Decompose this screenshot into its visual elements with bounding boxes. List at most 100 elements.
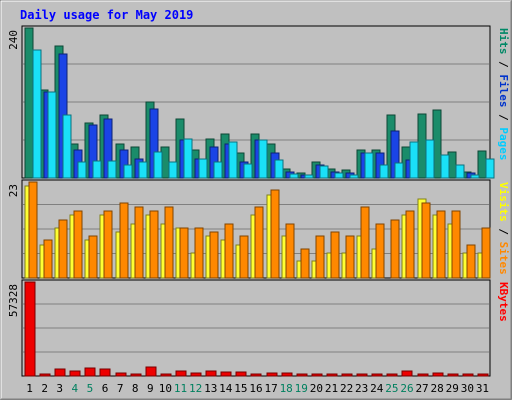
bar-pages-day-20 bbox=[319, 165, 329, 179]
bar-sites-day-11 bbox=[179, 227, 189, 279]
bar-kbytes-day-22 bbox=[341, 373, 353, 377]
bar-kbytes-day-16 bbox=[250, 373, 262, 377]
bar-pages-day-13 bbox=[213, 161, 223, 179]
bar-sites-day-28 bbox=[436, 210, 446, 279]
x-tick-label-day-31: 31 bbox=[476, 382, 489, 395]
bar-hits-day-27 bbox=[417, 113, 427, 179]
bar-sites-day-14 bbox=[224, 223, 234, 279]
legend-panel-2: Visits / Sites bbox=[497, 182, 510, 275]
bar-pages-day-5 bbox=[92, 160, 102, 179]
x-tick-label-day-1: 1 bbox=[26, 382, 33, 395]
bar-kbytes-day-21 bbox=[326, 373, 338, 377]
bar-sites-day-3 bbox=[58, 219, 68, 279]
x-tick-label-day-8: 8 bbox=[132, 382, 139, 395]
bar-pages-day-14 bbox=[228, 141, 238, 179]
panel-1: 240 Hits / Files / Pages bbox=[7, 25, 510, 179]
bar-pages-day-28 bbox=[440, 154, 450, 179]
bar-pages-day-1 bbox=[32, 49, 42, 179]
bar-sites-day-16 bbox=[254, 206, 264, 279]
bar-kbytes-day-30 bbox=[462, 373, 474, 377]
bar-sites-day-24 bbox=[375, 223, 385, 279]
bar-kbytes-day-14 bbox=[220, 371, 232, 377]
bar-kbytes-day-6 bbox=[99, 368, 111, 377]
bar-sites-day-21 bbox=[330, 231, 340, 279]
bar-sites-day-8 bbox=[134, 206, 144, 279]
x-tick-label-day-15: 15 bbox=[234, 382, 247, 395]
x-tick-label-day-3: 3 bbox=[56, 382, 63, 395]
bar-kbytes-day-18 bbox=[281, 372, 293, 377]
bar-pages-day-18 bbox=[289, 173, 299, 179]
bar-pages-day-23 bbox=[364, 152, 374, 179]
bar-pages-day-10 bbox=[168, 161, 178, 179]
legend-panel-1: Hits / Files / Pages bbox=[497, 28, 510, 161]
legend-sites: Sites bbox=[497, 242, 510, 275]
bar-pages-day-11 bbox=[183, 138, 193, 179]
bar-kbytes-day-19 bbox=[296, 373, 308, 377]
bar-sites-day-10 bbox=[164, 206, 174, 279]
chart-panels: 240 Hits / Files / Pages 23 Visits / Sites 5… bbox=[7, 25, 510, 377]
bar-pages-day-16 bbox=[258, 139, 268, 179]
bar-kbytes-day-17 bbox=[266, 372, 278, 377]
bar-sites-day-20 bbox=[315, 235, 325, 279]
bar-kbytes-day-13 bbox=[205, 370, 217, 377]
legend-separator: / bbox=[497, 55, 510, 75]
bar-kbytes-day-12 bbox=[190, 372, 202, 377]
bar-pages-day-21 bbox=[334, 172, 344, 179]
x-tick-label-day-27: 27 bbox=[415, 382, 428, 395]
bar-kbytes-day-29 bbox=[447, 373, 459, 377]
bar-kbytes-day-7 bbox=[115, 372, 127, 377]
x-tick-label-day-17: 17 bbox=[264, 382, 277, 395]
legend-visits: Visits bbox=[497, 182, 510, 222]
bar-sites-day-12 bbox=[194, 227, 204, 279]
x-tick-label-day-26: 26 bbox=[400, 382, 413, 395]
bar-sites-day-15 bbox=[239, 235, 249, 279]
bar-kbytes-day-20 bbox=[311, 373, 323, 377]
bar-kbytes-day-25 bbox=[386, 373, 398, 377]
legend-files: Files bbox=[497, 74, 510, 107]
bar-kbytes-day-15 bbox=[235, 371, 247, 377]
bar-sites-day-26 bbox=[405, 210, 415, 279]
bar-sites-day-18 bbox=[285, 223, 295, 279]
x-tick-label-day-4: 4 bbox=[72, 382, 79, 395]
bar-kbytes-day-5 bbox=[84, 367, 96, 377]
panel-3: 57328 KBytes bbox=[7, 279, 510, 377]
bar-sites-day-23 bbox=[360, 206, 370, 279]
legend-pages: Pages bbox=[497, 127, 510, 160]
y-max-label: 240 bbox=[7, 30, 20, 50]
chart-title: Daily usage for May 2019 bbox=[20, 8, 193, 22]
bar-kbytes-day-9 bbox=[145, 366, 157, 377]
x-tick-label-day-2: 2 bbox=[41, 382, 48, 395]
x-tick-label-day-13: 13 bbox=[204, 382, 217, 395]
bar-sites-day-5 bbox=[88, 235, 98, 279]
bar-sites-day-4 bbox=[73, 210, 83, 279]
x-tick-label-day-25: 25 bbox=[385, 382, 398, 395]
bar-hits-day-1 bbox=[24, 27, 34, 179]
bar-pages-day-24 bbox=[379, 164, 389, 179]
bar-kbytes-day-1 bbox=[24, 281, 36, 377]
bar-pages-day-17 bbox=[274, 159, 284, 179]
bar-kbytes-day-3 bbox=[54, 368, 66, 377]
bar-pages-day-30 bbox=[470, 174, 480, 179]
bar-kbytes-day-2 bbox=[39, 373, 51, 377]
x-tick-label-day-12: 12 bbox=[189, 382, 202, 395]
bar-sites-day-17 bbox=[270, 189, 280, 279]
bar-hits-day-31 bbox=[477, 150, 487, 179]
bar-kbytes-day-23 bbox=[356, 373, 368, 377]
bar-kbytes-day-24 bbox=[371, 373, 383, 377]
x-tick-label-day-29: 29 bbox=[446, 382, 459, 395]
bar-pages-day-29 bbox=[455, 164, 465, 179]
bar-sites-day-25 bbox=[390, 219, 400, 279]
x-tick-label-day-19: 19 bbox=[295, 382, 308, 395]
x-tick-label-day-11: 11 bbox=[174, 382, 187, 395]
x-tick-label-day-23: 23 bbox=[355, 382, 368, 395]
legend-kbytes: KBytes bbox=[497, 282, 510, 322]
bar-pages-day-6 bbox=[107, 160, 117, 179]
y-max-label: 57328 bbox=[7, 284, 20, 317]
bar-kbytes-day-4 bbox=[69, 370, 81, 377]
bar-pages-day-7 bbox=[123, 164, 133, 179]
x-tick-label-day-5: 5 bbox=[87, 382, 94, 395]
bar-pages-day-12 bbox=[198, 158, 208, 179]
x-tick-label-day-30: 30 bbox=[461, 382, 474, 395]
bar-sites-day-29 bbox=[451, 210, 461, 279]
